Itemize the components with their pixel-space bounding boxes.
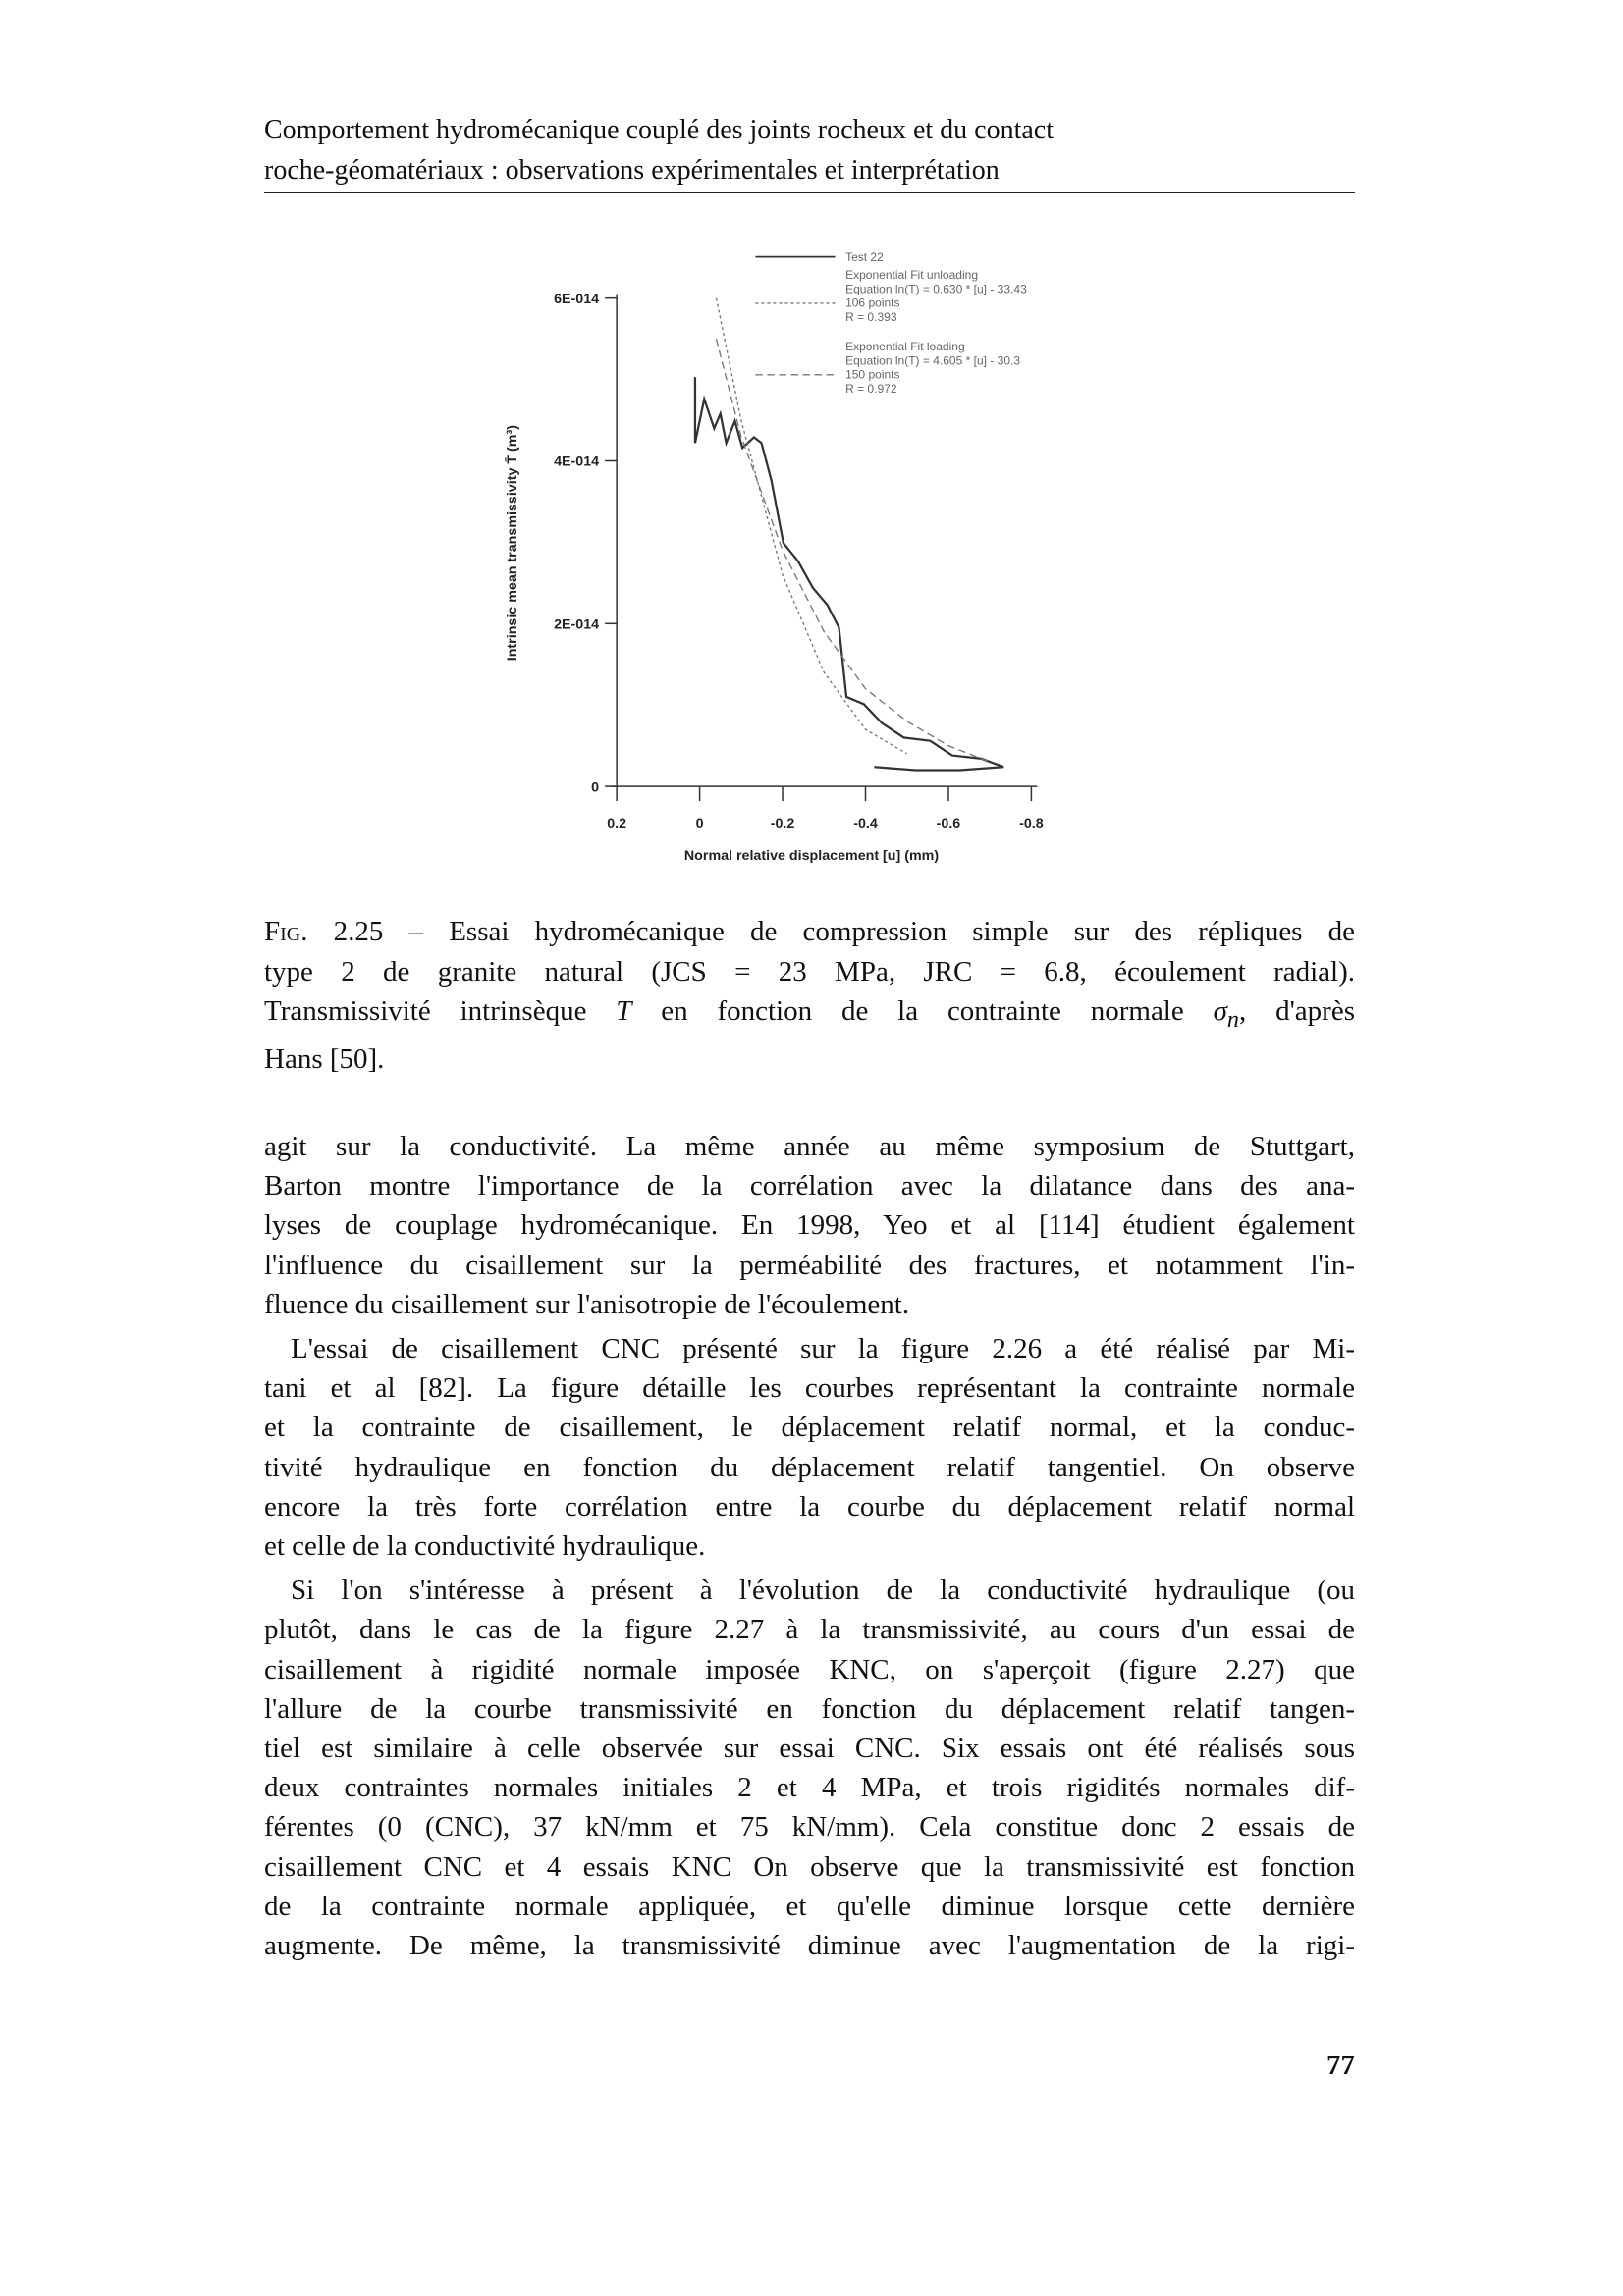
y-axis-title: Intrinsic mean transmissivity T̄ (m³) [503, 425, 520, 661]
y-tick-label: 0 [591, 779, 599, 795]
text-line: lyses de couplage hydromécanique. En 199… [264, 1209, 1355, 1242]
x-tick-label: 0 [696, 816, 704, 831]
x-axis-title: Normal relative displacement [u] (mm) [684, 848, 939, 864]
x-tick-label: -0.8 [1019, 816, 1044, 831]
figure-caption: Fig. 2.25 – Essai hydromécanique de comp… [264, 912, 1355, 1080]
text-line: agit sur la conductivité. La même année … [264, 1131, 1355, 1162]
caption-text: Hans [50]. [264, 1043, 385, 1076]
figure-chart: 0 2E-014 4E-014 6E-014 0.2 0 -0.2 -0.4 -0.6 -0.8 I… [503, 250, 1044, 864]
text-line: encore la très forte corrélation entre l… [264, 1490, 1355, 1522]
legend-detail: 106 points [845, 296, 899, 310]
header-line: Comportement hydromécanique couplé des j… [264, 115, 1054, 145]
caption-text: , d'après [1238, 995, 1355, 1027]
paragraph: L'essai de cisaillement CNC présenté sur… [264, 1329, 1355, 1566]
text-line: cisaillement CNC et 4 essais KNC On obse… [264, 1850, 1355, 1883]
text-line: L'essai de cisaillement CNC présenté sur… [291, 1333, 1355, 1365]
caption-text: en fonction de la contrainte normale [631, 995, 1214, 1027]
legend-label: Exponential Fit loading [845, 340, 965, 353]
text-line: cisaillement à rigidité normale imposée … [264, 1653, 1355, 1685]
data-line [715, 297, 908, 755]
y-tick-label: 6E-014 [554, 292, 599, 307]
caption-line: type 2 de granite natural (JCS = 23 MPa,… [264, 952, 1355, 992]
page-number: 77 [1326, 2050, 1355, 2081]
caption-line: Hans [50]. [264, 1040, 1355, 1080]
text-line: Si l'on s'intéresse à présent à l'évolut… [291, 1575, 1355, 1607]
header-line: roche-géomatériaux : observations expéri… [264, 155, 1000, 186]
caption-line: Fig. 2.25 – Essai hydromécanique de comp… [264, 912, 1355, 952]
caption-text: 2.25 – Essai hydromécanique de compressi… [307, 916, 1355, 947]
header-rule [264, 192, 1355, 193]
text-line: tiel est similaire à celle observée sur … [264, 1733, 1355, 1765]
text-line: l'influence du cisaillement sur la permé… [264, 1249, 1355, 1281]
text-line: fluence du cisaillement sur l'anisotropi… [264, 1288, 910, 1320]
legend-detail: 150 points [845, 368, 899, 382]
math-symbol: T [616, 995, 632, 1027]
legend-detail: Equation ln(T) = 0.630 * [u] - 33.43 [845, 282, 1027, 295]
text-line: tani et al [82]. La figure détaille les … [264, 1372, 1355, 1405]
x-tick-label: -0.2 [771, 816, 795, 831]
caption-label: Fig. [264, 916, 308, 947]
y-tick-label: 4E-014 [554, 454, 599, 470]
legend-label: Exponential Fit unloading [845, 268, 978, 282]
text-line: tivité hydraulique en fonction du déplac… [264, 1451, 1355, 1483]
legend-detail: Equation ln(T) = 4.605 * [u] - 30.3 [845, 353, 1020, 367]
x-tick-label: -0.4 [853, 816, 878, 831]
body-text: agit sur la conductivité. La même année … [264, 1127, 1355, 1970]
caption-text: type 2 de granite natural (JCS = 23 MPa,… [264, 955, 1355, 988]
math-symbol: σ [1213, 995, 1227, 1027]
data-line [715, 338, 991, 763]
text-line: et la contrainte de cisaillement, le dép… [264, 1412, 1355, 1444]
running-header: Comportement hydromécanique couplé des j… [264, 110, 1355, 190]
text-line: Barton montre l'importance de la corréla… [264, 1170, 1355, 1202]
data-line [693, 377, 1004, 772]
y-tick-label: 2E-014 [554, 617, 599, 633]
text-line: augmente. De même, la transmissivité dim… [264, 1930, 1355, 1962]
legend-detail: R = 0.393 [845, 310, 897, 324]
legend-detail: R = 0.972 [845, 382, 897, 396]
legend-label: Test 22 [845, 250, 884, 264]
text-line: plutôt, dans le cas de la figure 2.27 à … [264, 1614, 1355, 1646]
text-line: et celle de la conductivité hydraulique. [264, 1530, 706, 1563]
paragraph: Si l'on s'intéresse à présent à l'évolut… [264, 1571, 1355, 1965]
x-tick-label: 0.2 [607, 816, 626, 831]
caption-line: Transmissivité intrinsèque T en fonction… [264, 991, 1355, 1040]
caption-text: Transmissivité intrinsèque [264, 995, 617, 1027]
text-line: deux contraintes normales initiales 2 et… [264, 1772, 1355, 1804]
math-subscript: n [1226, 1005, 1239, 1033]
text-line: de la contrainte normale appliquée, et q… [264, 1890, 1355, 1922]
text-line: férentes (0 (CNC), 37 kN/mm et 75 kN/mm)… [264, 1811, 1355, 1843]
text-line: l'allure de la courbe transmissivité en … [264, 1692, 1355, 1725]
paragraph: agit sur la conductivité. La même année … [264, 1127, 1355, 1324]
x-tick-label: -0.6 [937, 816, 961, 831]
